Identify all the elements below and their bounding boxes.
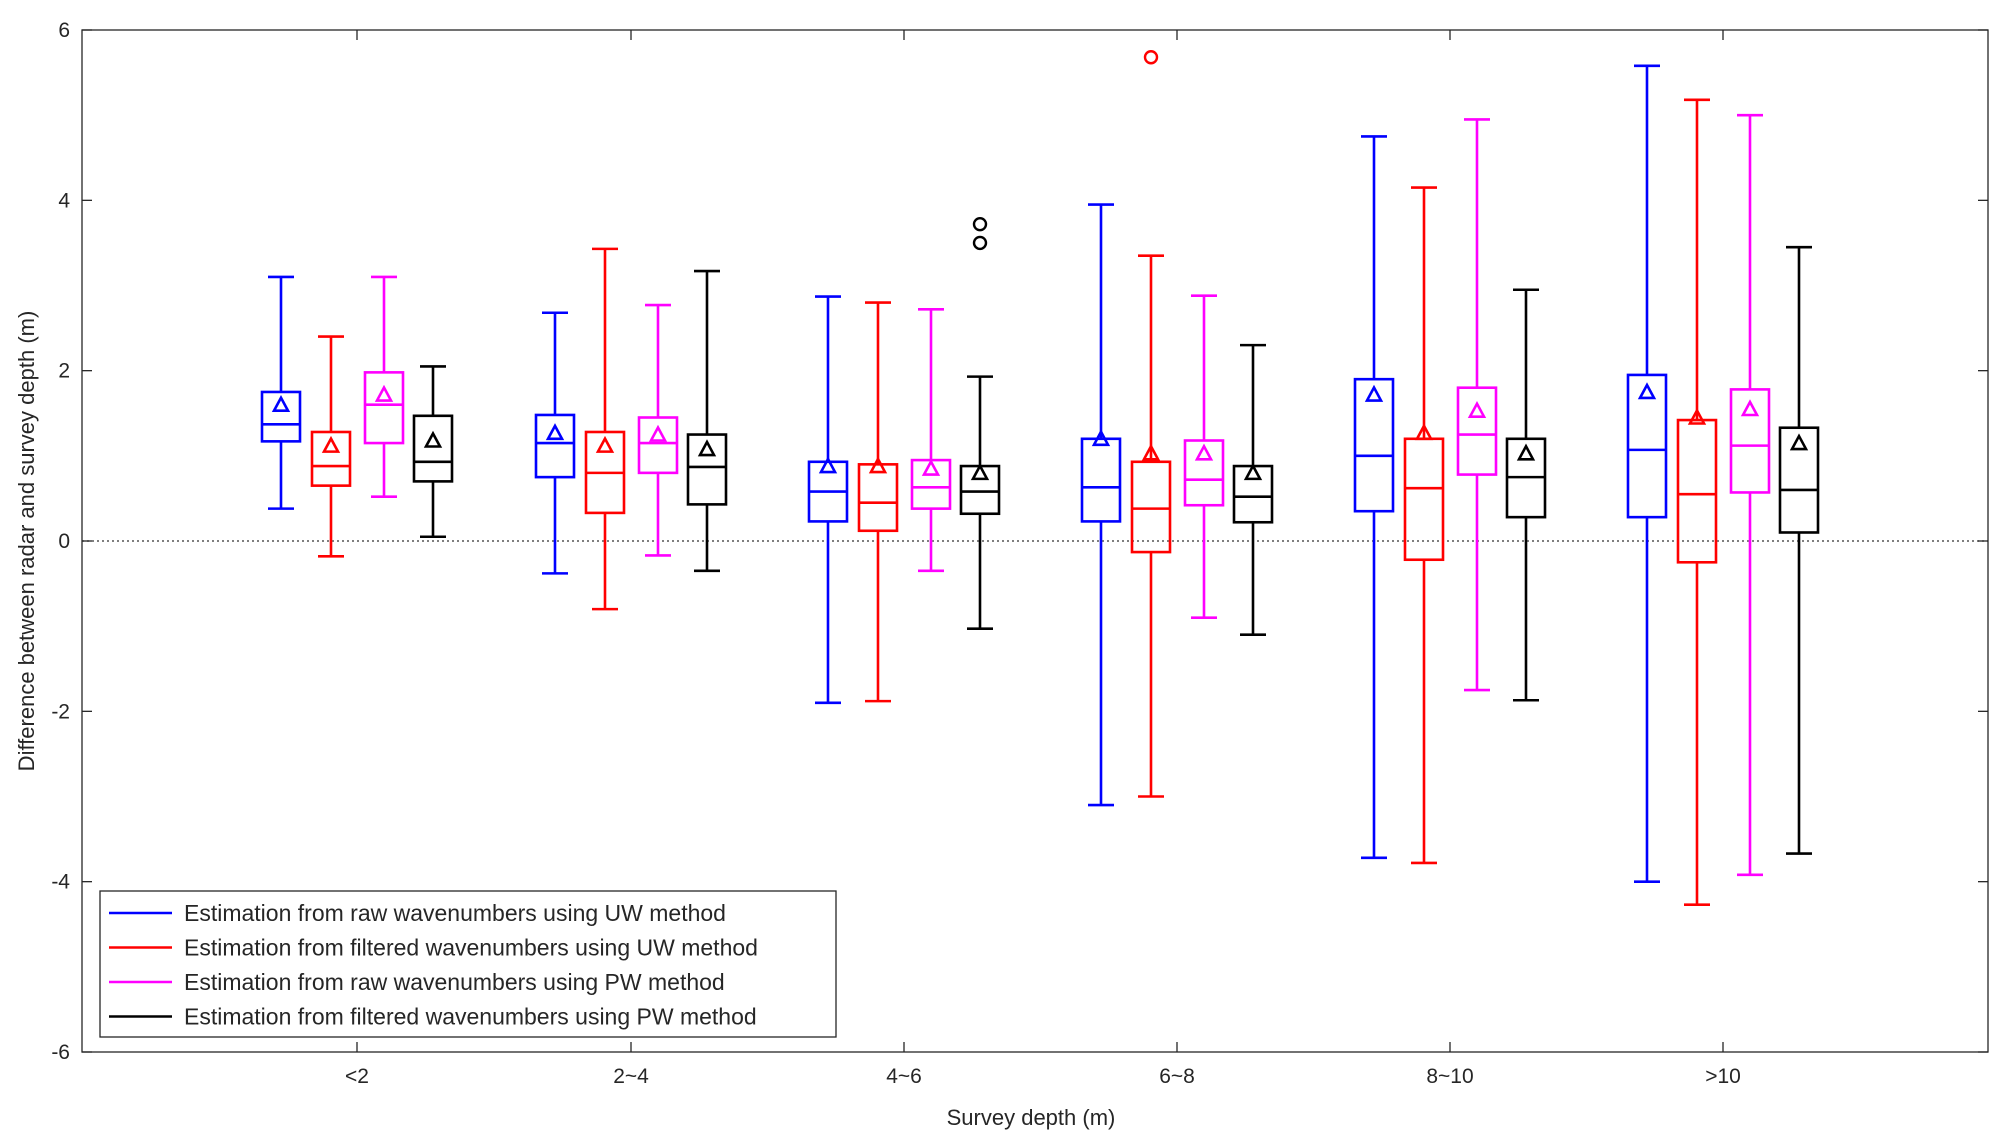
series-3 (363, 113, 1771, 877)
iqr-box (1626, 373, 1668, 519)
y-tick-label: -6 (51, 1041, 70, 1064)
mean-marker (697, 439, 717, 457)
mean-marker (970, 463, 990, 481)
iqr-box (534, 413, 576, 479)
y-tick-label: -4 (51, 871, 70, 894)
legend-box (99, 890, 837, 1038)
y-tick-label: 2 (58, 360, 70, 383)
series-1 (260, 64, 1668, 883)
mean-marker (545, 423, 565, 441)
iqr-box (310, 430, 352, 487)
iqr-box (260, 390, 302, 443)
series-4 (412, 216, 1820, 855)
box-series3-cat1 (363, 275, 405, 499)
y-tick-label: 4 (58, 189, 70, 212)
box-series2-cat3 (857, 301, 899, 703)
box-series3-cat2 (637, 303, 679, 557)
box-series3-cat4 (1183, 294, 1225, 619)
mean-marker (1467, 400, 1487, 418)
y-tick-label: -2 (51, 700, 70, 723)
legend-label: Estimation from filtered wavenumbers usi… (184, 1004, 757, 1030)
x-tick-label: 4~6 (886, 1065, 922, 1088)
y-tick-label: 0 (58, 530, 70, 553)
iqr-box (363, 371, 405, 445)
x-tick-label: 2~4 (613, 1065, 649, 1088)
legend-label: Estimation from raw wavenumbers using PW… (184, 969, 725, 995)
legend-item: Estimation from filtered wavenumbers usi… (109, 935, 758, 961)
mean-marker (374, 384, 394, 402)
mean-marker (1740, 399, 1760, 417)
iqr-box (412, 414, 454, 483)
box-series4-cat6 (1778, 245, 1820, 855)
box-series3-cat3 (910, 308, 952, 573)
iqr-box (1183, 439, 1225, 507)
box-series3-cat5 (1456, 118, 1498, 692)
box-series2-cat6 (1676, 98, 1718, 906)
iqr-box (1130, 460, 1172, 554)
mean-marker (1364, 384, 1384, 402)
box-series1-cat2 (534, 311, 576, 575)
box-series4-cat5 (1505, 288, 1547, 702)
mean-marker (423, 430, 443, 448)
x-tick-label: <2 (345, 1065, 369, 1088)
y-axis-label: Difference between radar and survey dept… (14, 311, 39, 772)
outlier-point (972, 235, 988, 251)
box-series1-cat6 (1626, 64, 1668, 883)
box-series1-cat5 (1353, 135, 1395, 860)
box-series2-cat2 (584, 247, 626, 611)
mean-marker (321, 435, 341, 453)
iqr-box (1353, 377, 1395, 513)
mean-marker (1141, 443, 1161, 461)
iqr-box (1456, 386, 1498, 476)
legend-item: Estimation from raw wavenumbers using UW… (109, 900, 726, 926)
box-series1-cat3 (807, 295, 849, 705)
mean-marker (1194, 443, 1214, 461)
mean-marker (1243, 463, 1263, 481)
mean-marker (868, 456, 888, 474)
mean-marker (1637, 382, 1657, 400)
box-series1-cat1 (260, 275, 302, 510)
box-series4-cat3 (959, 216, 1001, 631)
outlier-point (1143, 50, 1159, 65)
iqr-box (686, 433, 728, 506)
legend-label: Estimation from filtered wavenumbers usi… (184, 935, 758, 961)
x-axis-label: Survey depth (m) (947, 1105, 1116, 1130)
legend-item: Estimation from raw wavenumbers using PW… (109, 969, 725, 995)
iqr-box (857, 463, 899, 533)
mean-marker (1687, 407, 1707, 425)
legend-label: Estimation from raw wavenumbers using UW… (184, 900, 726, 926)
box-series1-cat4 (1080, 203, 1122, 807)
iqr-box (1080, 437, 1122, 523)
y-tick-label: 6 (58, 19, 70, 42)
mean-marker (818, 456, 838, 474)
legend-item: Estimation from filtered wavenumbers usi… (109, 1004, 757, 1030)
x-tick-label: >10 (1705, 1065, 1741, 1088)
outlier-point (972, 216, 988, 232)
mean-marker (1091, 429, 1111, 447)
series-2 (310, 50, 1718, 906)
mean-marker (1789, 433, 1809, 451)
mean-marker (1414, 423, 1434, 441)
x-tick-label: 8~10 (1426, 1065, 1473, 1088)
box-series4-cat1 (412, 365, 454, 539)
box-series4-cat4 (1232, 343, 1274, 636)
mean-marker (271, 394, 291, 413)
box-series2-cat1 (310, 335, 352, 558)
box-series2-cat5 (1403, 186, 1445, 865)
x-tick-label: 6~8 (1159, 1065, 1195, 1088)
iqr-box (637, 416, 679, 475)
iqr-box (1778, 426, 1820, 534)
box-series2-cat4 (1130, 50, 1172, 798)
box-series4-cat2 (686, 269, 728, 573)
box-series3-cat6 (1729, 113, 1771, 877)
iqr-box (1729, 388, 1771, 494)
mean-marker (595, 435, 615, 453)
mean-marker (648, 424, 668, 442)
iqr-box (1676, 418, 1718, 564)
mean-marker (1516, 443, 1536, 461)
mean-marker (921, 458, 941, 476)
